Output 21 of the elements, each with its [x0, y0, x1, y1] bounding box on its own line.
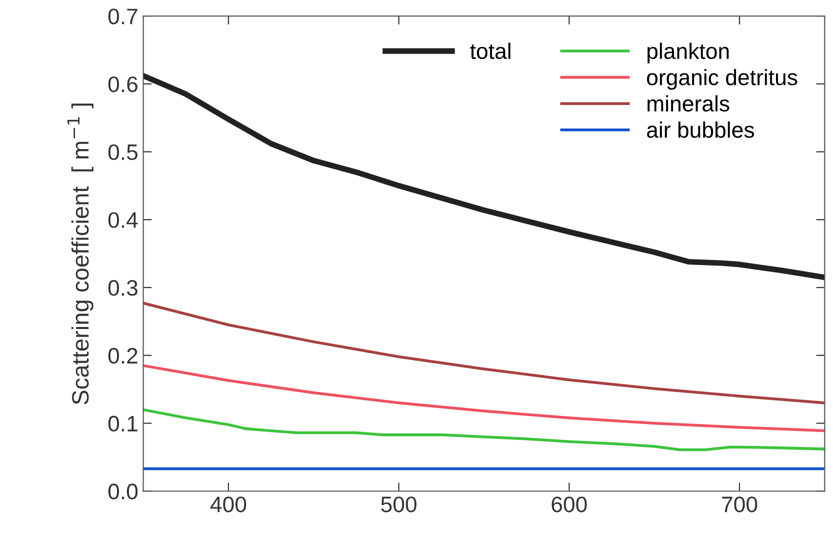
- y-tick-label: 0.6: [108, 76, 138, 92]
- x-tick-label: 400: [210, 496, 246, 512]
- line-series: [143, 302, 825, 404]
- y-tick-label: 0.2: [108, 348, 138, 364]
- y-tick-label: 0.0: [108, 484, 138, 500]
- y-axis-title: Scattering coefficient [ m$^{−1}$ ]: [67, 104, 94, 404]
- y-tick-label: 0.4: [108, 212, 138, 228]
- y-tick-label: 0.7: [108, 8, 138, 24]
- line-series: [143, 364, 825, 432]
- legend-label: air bubbles: [647, 122, 754, 138]
- legend-label: minerals: [648, 95, 730, 112]
- y-tick-label: 0.3: [108, 280, 138, 296]
- x-tick-label: 500: [381, 496, 416, 512]
- x-tick-label: 600: [552, 496, 587, 512]
- line-series: [143, 408, 825, 452]
- legend-label: plankton: [648, 42, 729, 64]
- y-tick-label: 0.1: [108, 416, 138, 432]
- x-tick-label: 700: [722, 496, 758, 512]
- legend-label: organic detritus: [647, 68, 798, 90]
- legend-label: total: [470, 42, 510, 60]
- y-tick-label: 0.5: [108, 144, 138, 160]
